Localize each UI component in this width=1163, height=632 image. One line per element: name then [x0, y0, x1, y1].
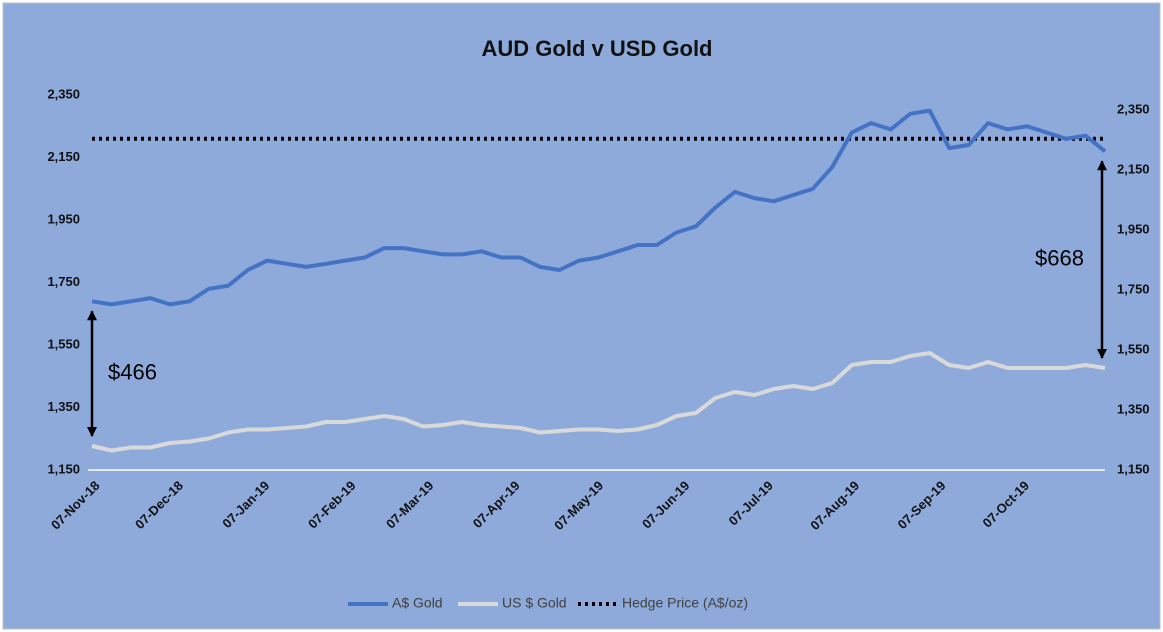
series-line: [91, 351, 1106, 453]
y-tick-label: 1,550: [47, 336, 80, 351]
y2-tick-label: 2,350: [1117, 101, 1150, 116]
y-tick-label: 2,150: [47, 149, 80, 164]
legend-label: US $ Gold: [502, 595, 567, 611]
y2-tick-label: 1,350: [1117, 401, 1150, 416]
chart-title: AUD Gold v USD Gold: [482, 36, 713, 61]
y-tick-label: 1,750: [47, 274, 80, 289]
y2-tick-label: 1,150: [1117, 461, 1150, 476]
y2-tick-label: 2,150: [1117, 161, 1150, 176]
y-tick-label: 1,950: [47, 211, 80, 226]
series-line: [91, 108, 1107, 307]
y-tick-label: 1,150: [47, 461, 80, 476]
legend-label: A$ Gold: [392, 595, 443, 611]
y2-tick-label: 1,950: [1117, 221, 1150, 236]
y2-tick-label: 1,750: [1117, 281, 1150, 296]
y-tick-label: 2,350: [47, 86, 80, 101]
legend-label: Hedge Price (A$/oz): [622, 595, 748, 611]
y-tick-label: 1,350: [47, 399, 80, 414]
annotation: $466: [108, 359, 157, 384]
annotation: $668: [1035, 245, 1084, 270]
y2-tick-label: 1,550: [1117, 341, 1150, 356]
